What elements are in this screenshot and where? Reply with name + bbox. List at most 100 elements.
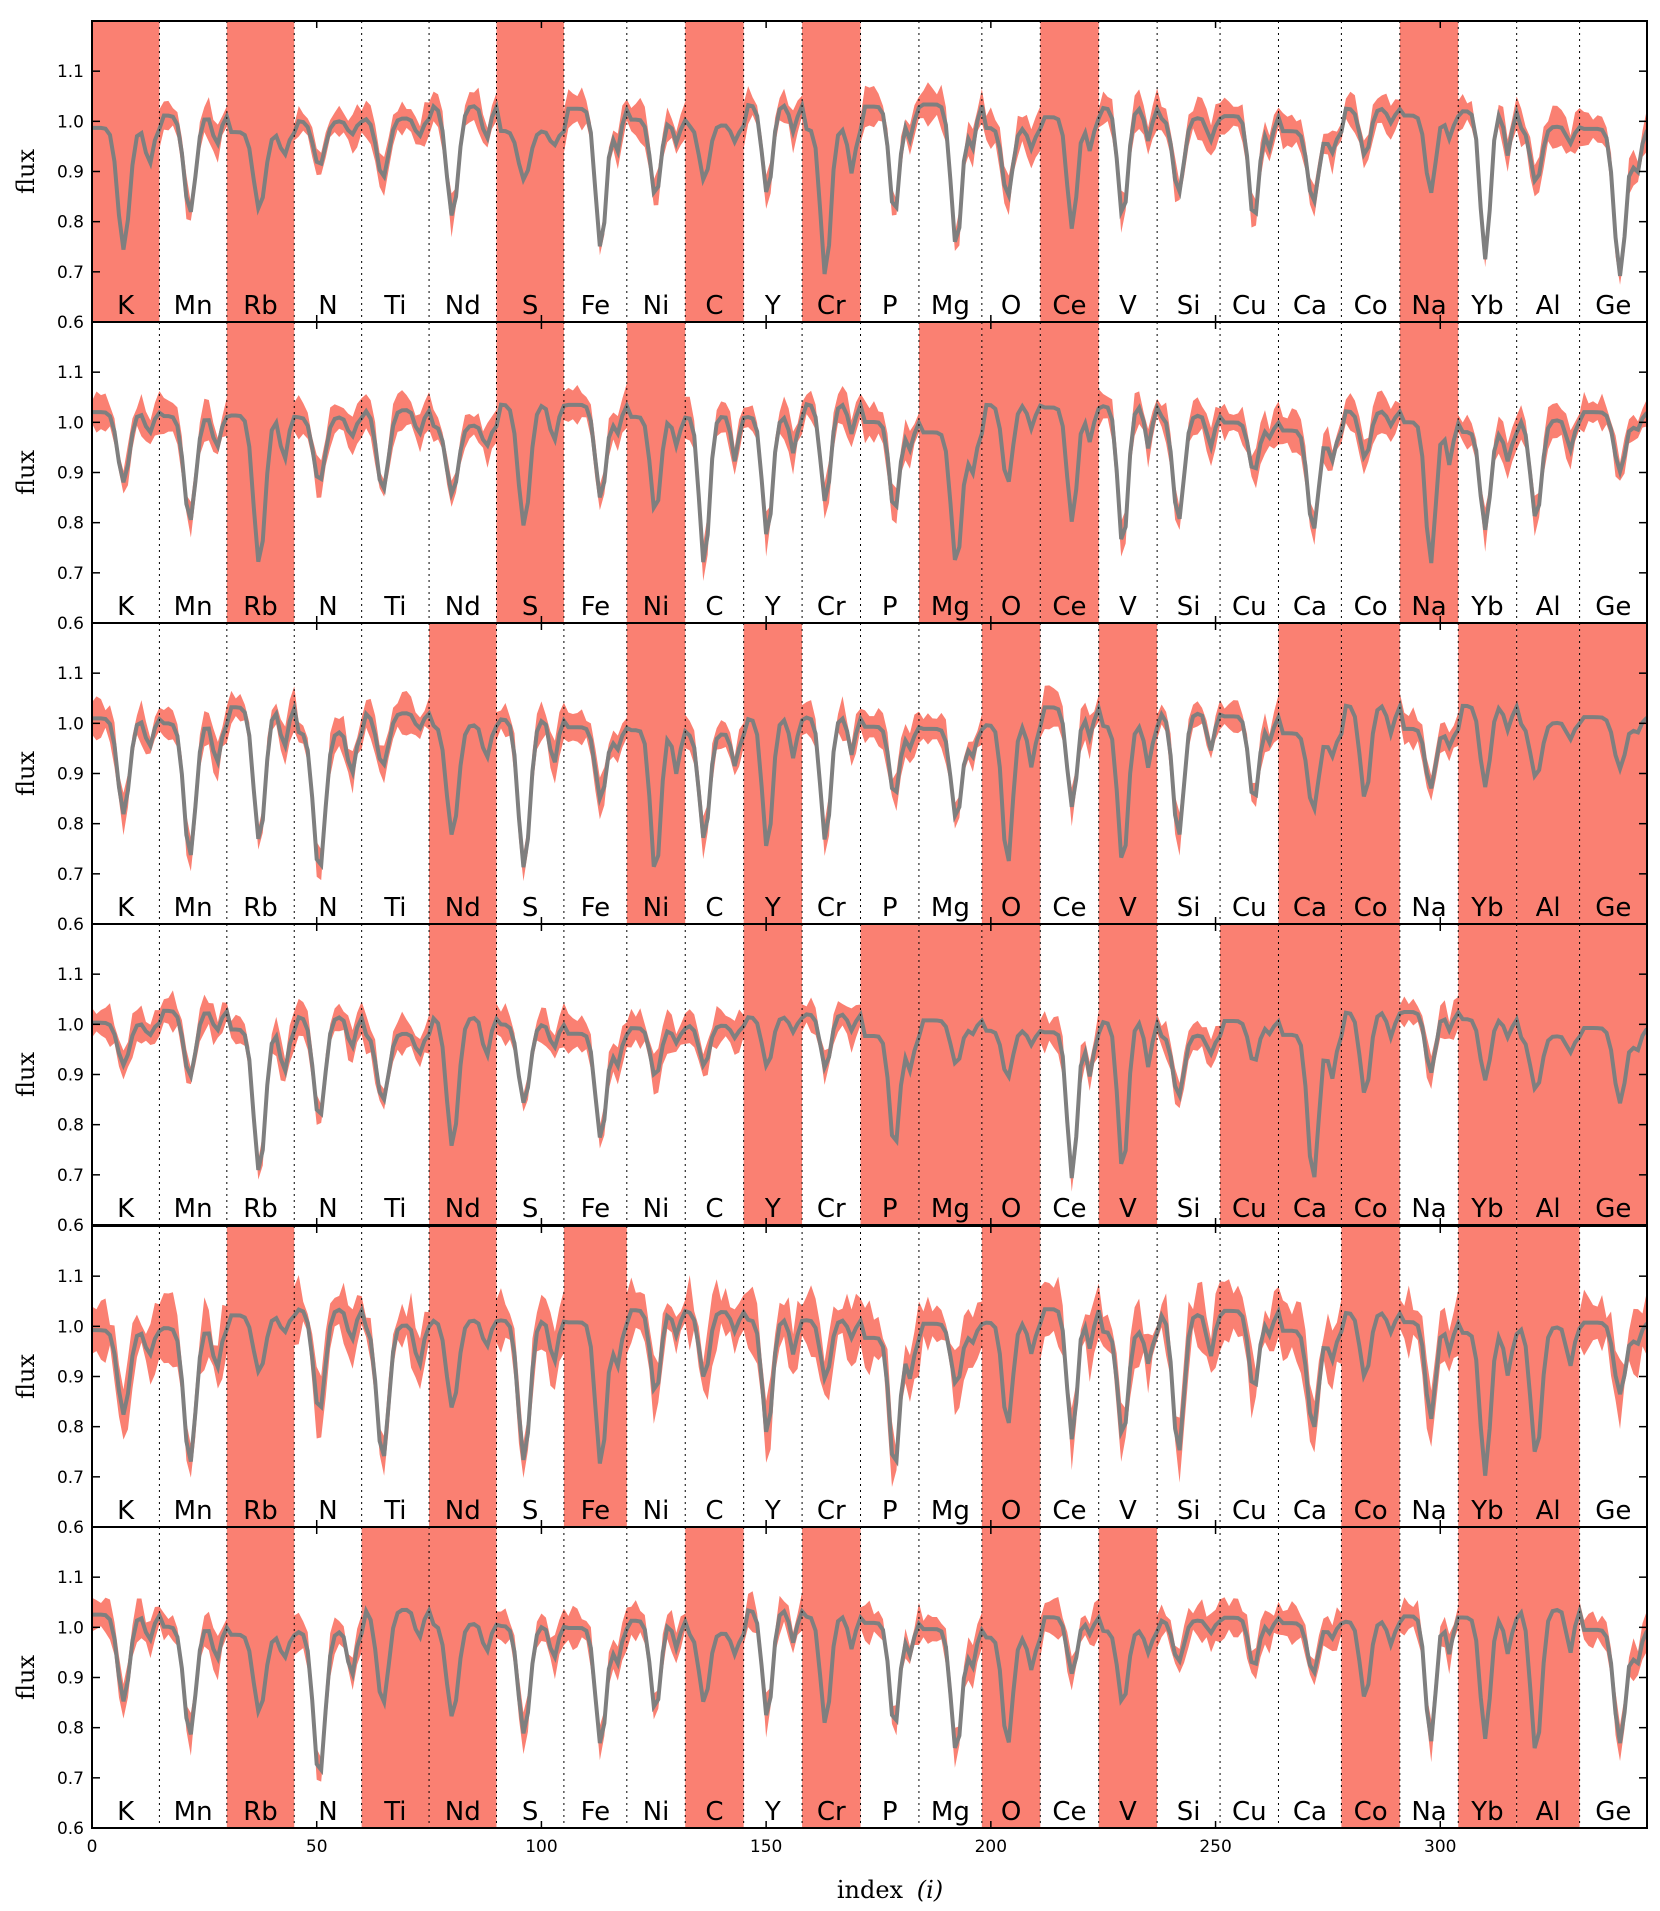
masked-band [429,1226,497,1527]
element-label: Rb [243,291,278,321]
element-label: Mg [931,1797,970,1827]
masked-band [226,1527,295,1828]
element-label: Cr [817,893,846,923]
element-label: Rb [243,592,278,622]
element-label: Nd [445,1496,481,1526]
element-label: Ti [383,893,406,923]
element-label: Nd [445,291,481,321]
model-line [92,1304,1647,1476]
element-label: V [1119,291,1137,321]
element-label: Fe [581,592,611,622]
y-tick-label: 0.8 [57,514,84,534]
element-label: Si [1177,1496,1201,1526]
x-tick-label: 150 [750,1837,782,1857]
element-label: O [1001,893,1021,923]
x-axis-label-var: (i) [917,1876,943,1904]
element-label: V [1119,1496,1137,1526]
y-axis-label: flux [12,1655,40,1700]
panel: 0.6 0.7 0.8 0.9 1.0 1.1 flux K Mn Rb N Ti Nd S Fe Ni C Y C… [12,622,1648,935]
y-axis-label: flux [12,751,40,796]
masked-band [685,21,744,322]
element-label: P [882,1194,898,1224]
y-tick-label: 0.8 [57,1116,84,1136]
masked-band [743,924,803,1225]
masked-band [1399,21,1459,322]
element-label: Al [1536,592,1561,622]
element-label: C [705,291,723,321]
element-label: Mg [931,893,970,923]
element-label: Y [764,1194,781,1224]
element-label: Ge [1595,1496,1631,1526]
panel-plot-area [92,1226,1647,1527]
element-label: Ti [383,592,406,622]
element-label: Ti [383,1496,406,1526]
y-tick-label: 0.9 [57,163,84,183]
element-label: P [882,1797,898,1827]
element-label: Rb [243,1194,278,1224]
element-label: N [318,291,337,321]
element-label: Si [1177,1194,1201,1224]
y-tick-label: 0.8 [57,1719,84,1739]
element-label: K [117,1496,135,1526]
element-label: S [522,893,539,923]
y-tick-label: 1.0 [57,1015,84,1035]
y-tick-label: 1.0 [57,413,84,433]
element-label: Y [764,893,781,923]
element-label: K [117,291,135,321]
element-label: C [705,1194,723,1224]
element-label: K [117,1194,135,1224]
element-label: Ni [643,592,670,622]
element-label: Si [1177,1797,1201,1827]
element-label: Yb [1470,1496,1503,1526]
element-label: Co [1354,1797,1388,1827]
y-tick-label: 0.7 [57,1166,84,1186]
element-label: Na [1411,291,1446,321]
element-label: Al [1536,893,1561,923]
element-label: Co [1354,893,1388,923]
element-label: Ca [1293,1797,1327,1827]
element-label: Ni [643,291,670,321]
element-label: Ce [1052,291,1086,321]
element-label: Nd [445,592,481,622]
y-tick-label: 0.9 [57,765,84,785]
y-tick-label: 1.1 [57,965,84,985]
y-axis-label: flux [12,450,40,495]
panel: 0.6 0.7 0.8 0.9 1.0 1.1 flux K Mn Rb N Ti Nd S Fe Ni C Y C… [12,1225,1648,1538]
element-label: P [882,893,898,923]
element-label: Ni [643,1496,670,1526]
uncertainty-band [92,685,1647,886]
element-label: Nd [445,1797,481,1827]
x-tick-label: 300 [1424,1837,1456,1857]
element-label: N [318,893,337,923]
element-label: Ge [1595,893,1631,923]
y-tick-label: 0.7 [57,263,84,283]
masked-band [685,1527,744,1828]
masked-band [1579,623,1647,924]
masked-band [1040,322,1099,623]
model-line [92,98,1647,277]
y-axis-label: flux [12,1052,40,1097]
model-line [92,398,1647,564]
masked-band [1278,623,1342,924]
element-label: K [117,592,135,622]
element-label: Yb [1470,1194,1503,1224]
element-label: C [705,592,723,622]
masked-band [226,21,295,322]
element-label: Ce [1052,1797,1086,1827]
element-label: Al [1536,1797,1561,1827]
element-label: Rb [243,1496,278,1526]
element-label: K [117,1797,135,1827]
element-label: Y [764,592,781,622]
element-label: Co [1354,291,1388,321]
element-label: O [1001,1194,1021,1224]
masked-band [918,924,982,1225]
element-label: Mg [931,1194,970,1224]
element-label: Ca [1293,592,1327,622]
y-axis-label: flux [12,1354,40,1399]
y-tick-label: 0.6 [57,1819,84,1839]
masked-band [1040,21,1099,322]
element-label: Mn [174,1797,213,1827]
x-axis-label: index (i) [837,1876,943,1904]
y-tick-label: 1.1 [57,363,84,383]
